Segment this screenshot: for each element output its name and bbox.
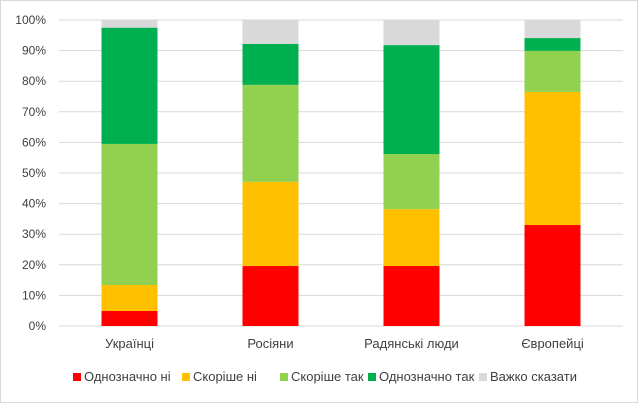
bar-segment <box>524 38 581 51</box>
y-tick-label: 60% <box>22 135 46 149</box>
bar-segment <box>101 143 158 285</box>
legend-swatch <box>73 372 81 381</box>
bar-segment <box>524 91 581 226</box>
legend-swatch <box>479 372 487 381</box>
y-tick-label: 10% <box>22 288 46 302</box>
legend-swatch <box>182 372 190 381</box>
x-tick-label: Росіяни <box>247 336 293 351</box>
y-tick-label: 80% <box>22 74 46 88</box>
legend-label: Важко сказати <box>490 369 577 384</box>
legend-item: Скоріше ні <box>182 369 257 384</box>
bar-segment <box>383 154 440 210</box>
bar-segment <box>101 284 158 312</box>
bar-segment <box>383 266 440 326</box>
bar-segment <box>242 181 299 267</box>
legend-label: Однозначно ні <box>84 369 171 384</box>
y-tick-label: 100% <box>15 13 46 27</box>
bar-segment <box>524 50 581 92</box>
bar-segment <box>383 209 440 267</box>
bar-segment <box>242 43 299 85</box>
y-tick-label: 70% <box>22 105 46 119</box>
y-tick-label: 50% <box>22 166 46 180</box>
legend-swatch <box>280 372 288 381</box>
bar-segment <box>101 20 158 28</box>
legend-item: Важко сказати <box>479 369 577 384</box>
bar-segment <box>383 20 440 46</box>
y-tick-label: 0% <box>29 319 47 333</box>
y-tick-label: 30% <box>22 227 46 241</box>
legend-label: Скоріше ні <box>193 369 257 384</box>
legend-item: Однозначно ні <box>73 369 171 384</box>
stacked-bar-chart: 0% 10% 20% 30% 40% 50% 60% 70% 80% 90% 100% Українц… <box>15 13 623 351</box>
legend-item: Скоріше так <box>280 369 364 384</box>
bar-segment <box>101 311 158 326</box>
y-tick-label: 20% <box>22 258 46 272</box>
legend-swatch <box>368 372 376 381</box>
x-tick-label: Європейці <box>521 336 584 351</box>
bar-segment <box>524 20 581 39</box>
x-tick-label: Українці <box>105 336 154 351</box>
y-tick-label: 40% <box>22 197 46 211</box>
bar-segment <box>101 27 158 144</box>
legend-label: Скоріше так <box>291 369 364 384</box>
bar-segment <box>242 20 299 44</box>
x-tick-label: Радянські люди <box>364 336 459 351</box>
legend-item: Однозначно так <box>368 369 474 384</box>
y-tick-label: 90% <box>22 44 46 58</box>
bar-segment <box>242 84 299 182</box>
bar-segment <box>383 45 440 155</box>
bar-segment <box>242 266 299 326</box>
bar-segment <box>524 225 581 326</box>
legend-label: Однозначно так <box>379 369 475 384</box>
